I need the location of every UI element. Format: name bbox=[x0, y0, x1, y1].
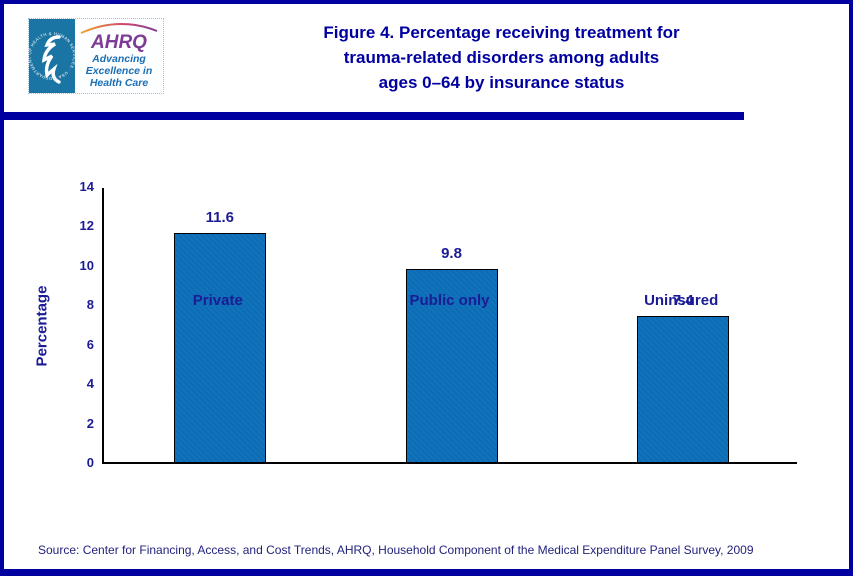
title-line-3: ages 0–64 by insurance status bbox=[378, 73, 625, 92]
ahrq-logo: AHRQ Advancing Excellence in Health Care bbox=[75, 19, 163, 93]
y-tick-label: 8 bbox=[86, 297, 94, 313]
ahrq-swoosh-icon bbox=[80, 22, 158, 34]
source-note: Source: Center for Financing, Access, an… bbox=[38, 543, 754, 557]
y-tick-label: 14 bbox=[79, 179, 94, 194]
bar-private bbox=[173, 233, 266, 462]
y-tick-label: 0 bbox=[86, 455, 94, 470]
bar-public-only bbox=[405, 269, 498, 462]
bar-value-label: 11.6 bbox=[205, 209, 235, 226]
y-tick-label: 10 bbox=[79, 257, 94, 273]
tagline-line-1: Advancing bbox=[92, 53, 146, 65]
x-category-label: Uninsured bbox=[644, 292, 719, 309]
figure-title: Figure 4. Percentage receiving treatment… bbox=[174, 20, 829, 95]
ahrq-hhs-logo: DEPARTMENT OF HEALTH & HUMAN SERVICES · … bbox=[27, 18, 164, 94]
ahrq-wordmark: AHRQ bbox=[91, 32, 147, 53]
tagline-line-3: Health Care bbox=[89, 77, 149, 89]
y-tick-label: 2 bbox=[86, 415, 94, 431]
hhs-eagle-icon: DEPARTMENT OF HEALTH & HUMAN SERVICES · … bbox=[27, 31, 77, 84]
y-tick-label: 4 bbox=[86, 376, 94, 392]
title-line-1: Figure 4. Percentage receiving treatment… bbox=[323, 23, 680, 42]
bar-value-label: 9.8 bbox=[441, 245, 462, 262]
x-category-label: Private bbox=[192, 292, 243, 309]
x-category-label: Public only bbox=[409, 292, 490, 309]
bar-value-label: 7.4 bbox=[672, 292, 694, 309]
title-line-2: trauma-related disorders among adults bbox=[343, 48, 660, 67]
y-tick-label: 6 bbox=[86, 336, 94, 352]
tagline-line-2: Excellence in bbox=[85, 65, 153, 77]
plot-area: 0 2 4 6 8 10 12 14 11.6 9.8 7.4 bbox=[80, 179, 797, 470]
ahrq-tagline: Advancing Excellence in Health Care bbox=[86, 53, 153, 89]
y-tick-label: 12 bbox=[79, 218, 94, 234]
header-divider-bar bbox=[4, 112, 744, 120]
bar-uninsured bbox=[637, 316, 730, 462]
hhs-seal-icon: DEPARTMENT OF HEALTH & HUMAN SERVICES · … bbox=[27, 19, 77, 93]
